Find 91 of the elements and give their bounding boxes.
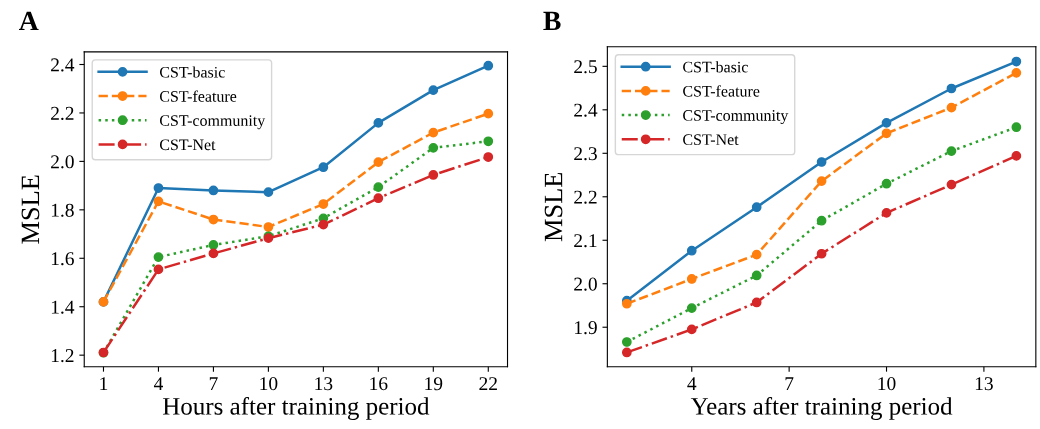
point	[263, 222, 274, 232]
point	[881, 208, 892, 218]
y-tick-label: 1.6	[51, 252, 74, 266]
point	[686, 245, 697, 256]
point	[373, 157, 384, 167]
x-axis-title: Hours after training period	[162, 396, 430, 420]
x-tick-label: 7	[209, 377, 218, 391]
point	[318, 219, 329, 230]
point	[816, 215, 827, 226]
y-tick-label: 1.8	[51, 203, 74, 217]
y-tick-label: 2.3	[574, 147, 597, 161]
x-tick-label: 4	[153, 377, 164, 391]
point	[483, 136, 494, 147]
point	[751, 270, 762, 281]
legend-label: CST-Net	[159, 139, 216, 151]
point	[1011, 67, 1022, 78]
y-tick-label: 2.5	[574, 60, 597, 74]
point	[621, 337, 632, 347]
y-tick-label: 2.4	[51, 58, 75, 72]
point	[153, 264, 164, 275]
point	[373, 193, 384, 204]
x-tick-label: 4	[687, 377, 697, 391]
point	[751, 202, 762, 213]
point	[816, 248, 827, 259]
point	[686, 303, 697, 313]
point	[1011, 56, 1022, 67]
x-tick-label: 16	[370, 377, 388, 391]
point	[208, 248, 219, 259]
point	[621, 347, 632, 358]
point	[208, 240, 219, 250]
point	[751, 297, 762, 308]
point	[946, 83, 957, 94]
point	[946, 102, 957, 113]
x-tick-label: 10	[878, 377, 896, 391]
point	[153, 196, 164, 207]
point	[373, 118, 384, 128]
point	[816, 157, 827, 167]
legend-label: CST-feature	[683, 85, 760, 97]
y-axis-title: MSLE	[544, 172, 563, 242]
point	[428, 85, 439, 96]
text: B	[543, 11, 561, 31]
point	[208, 214, 219, 225]
x-tick-label: 7	[785, 377, 794, 391]
point	[153, 183, 164, 193]
y-tick-label: 2.2	[51, 106, 74, 120]
point	[881, 117, 892, 128]
point	[428, 170, 439, 180]
point	[263, 187, 274, 198]
x-tick-label: 10	[260, 377, 278, 391]
point	[946, 179, 957, 190]
point	[751, 249, 762, 260]
point	[208, 185, 219, 196]
text: A	[18, 11, 39, 31]
y-tick-label: 2.2	[574, 190, 597, 204]
y-tick-label: 2.1	[574, 234, 597, 248]
x-axis-title: Years after training period	[690, 396, 953, 420]
y-tick-label: 2.0	[51, 155, 74, 169]
point	[1011, 151, 1022, 161]
point	[318, 199, 329, 209]
legend-label: CST-community	[159, 115, 266, 130]
y-tick-label: 1.4	[51, 300, 75, 314]
legend-label: CST-basic	[159, 66, 225, 78]
x-tick-label: 13	[975, 377, 993, 391]
point	[428, 142, 439, 153]
legend-label: CST-basic	[683, 61, 748, 73]
point	[686, 274, 697, 284]
y-tick-label: 1.9	[575, 321, 597, 335]
x-tick-label: 1	[100, 377, 108, 391]
point	[686, 324, 697, 335]
point	[483, 108, 494, 119]
point	[153, 252, 164, 262]
x-tick-label: 22	[479, 377, 497, 391]
y-axis-title: MSLE	[21, 175, 40, 244]
y-tick-label: 2.4	[574, 103, 598, 117]
x-tick-label: 13	[315, 377, 333, 391]
point	[483, 152, 494, 162]
legend-label: CST-feature	[159, 90, 237, 102]
point	[881, 128, 892, 139]
point	[816, 176, 827, 186]
point	[1011, 122, 1022, 133]
legend-label: CST-community	[683, 110, 789, 125]
x-tick-label: 19	[425, 377, 443, 391]
point	[318, 162, 329, 173]
point	[373, 182, 384, 192]
point	[428, 127, 439, 138]
point	[881, 178, 892, 189]
y-tick-label: 2.0	[574, 277, 597, 291]
point	[483, 60, 494, 71]
legend-label: CST-Net	[683, 134, 739, 146]
point	[946, 146, 957, 156]
y-tick-label: 1.2	[51, 349, 74, 363]
